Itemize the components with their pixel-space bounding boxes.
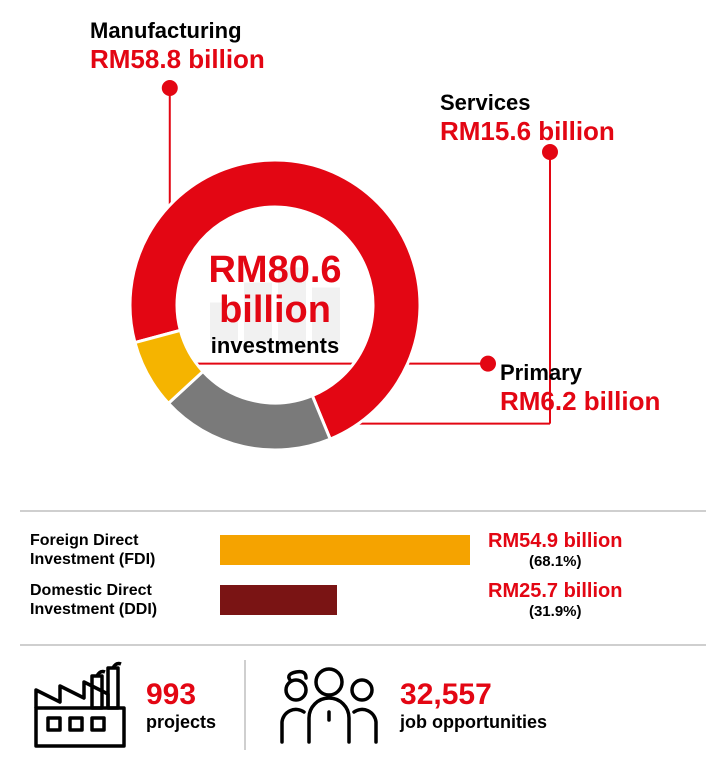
callout-services-value: RM15.6 billion (440, 116, 615, 147)
ddi-bar (220, 585, 337, 615)
stat-projects: 993 projects (30, 660, 216, 750)
projects-number: 993 (146, 678, 216, 712)
fdi-label: Foreign Direct Investment (FDI) (30, 531, 220, 569)
factory-icon (30, 660, 130, 750)
donut-chart-area: Manufacturing RM58.8 billion Services RM… (0, 0, 726, 510)
projects-label: projects (146, 712, 216, 733)
people-icon (274, 660, 384, 750)
callout-primary-value: RM6.2 billion (500, 386, 660, 417)
donut-chart: RM80.6billion investments (130, 160, 420, 450)
donut-center-text: RM80.6billion investments (208, 251, 341, 359)
callout-services-label: Services (440, 90, 615, 116)
stats-divider (244, 660, 246, 750)
callout-manufacturing-label: Manufacturing (90, 18, 265, 44)
callout-primary: Primary RM6.2 billion (500, 360, 660, 417)
jobs-label: job opportunities (400, 712, 547, 733)
donut-center-sublabel: investments (208, 333, 341, 359)
donut-center-value: RM80.6billion (208, 251, 341, 331)
fdi-percent: (68.1%) (488, 553, 622, 570)
callout-manufacturing: Manufacturing RM58.8 billion (90, 18, 265, 75)
jobs-number: 32,557 (400, 678, 547, 712)
callout-manufacturing-value: RM58.8 billion (90, 44, 265, 75)
stat-jobs: 32,557 job opportunities (274, 660, 547, 750)
fdi-amount: RM54.9 billion (488, 530, 622, 553)
ddi-label: Domestic Direct Investment (DDI) (30, 581, 220, 619)
ddi-amount: RM25.7 billion (488, 580, 622, 603)
ddi-percent: (31.9%) (488, 603, 622, 620)
investment-row-fdi: Foreign Direct Investment (FDI) RM54.9 b… (30, 530, 696, 570)
callout-primary-label: Primary (500, 360, 660, 386)
fdi-bar (220, 535, 470, 565)
investment-row-ddi: Domestic Direct Investment (DDI) RM25.7 … (30, 580, 696, 620)
stats-section: 993 projects 32,557 job opportunities (0, 646, 726, 750)
investment-bars-section: Foreign Direct Investment (FDI) RM54.9 b… (0, 512, 726, 644)
callout-services: Services RM15.6 billion (440, 90, 615, 147)
